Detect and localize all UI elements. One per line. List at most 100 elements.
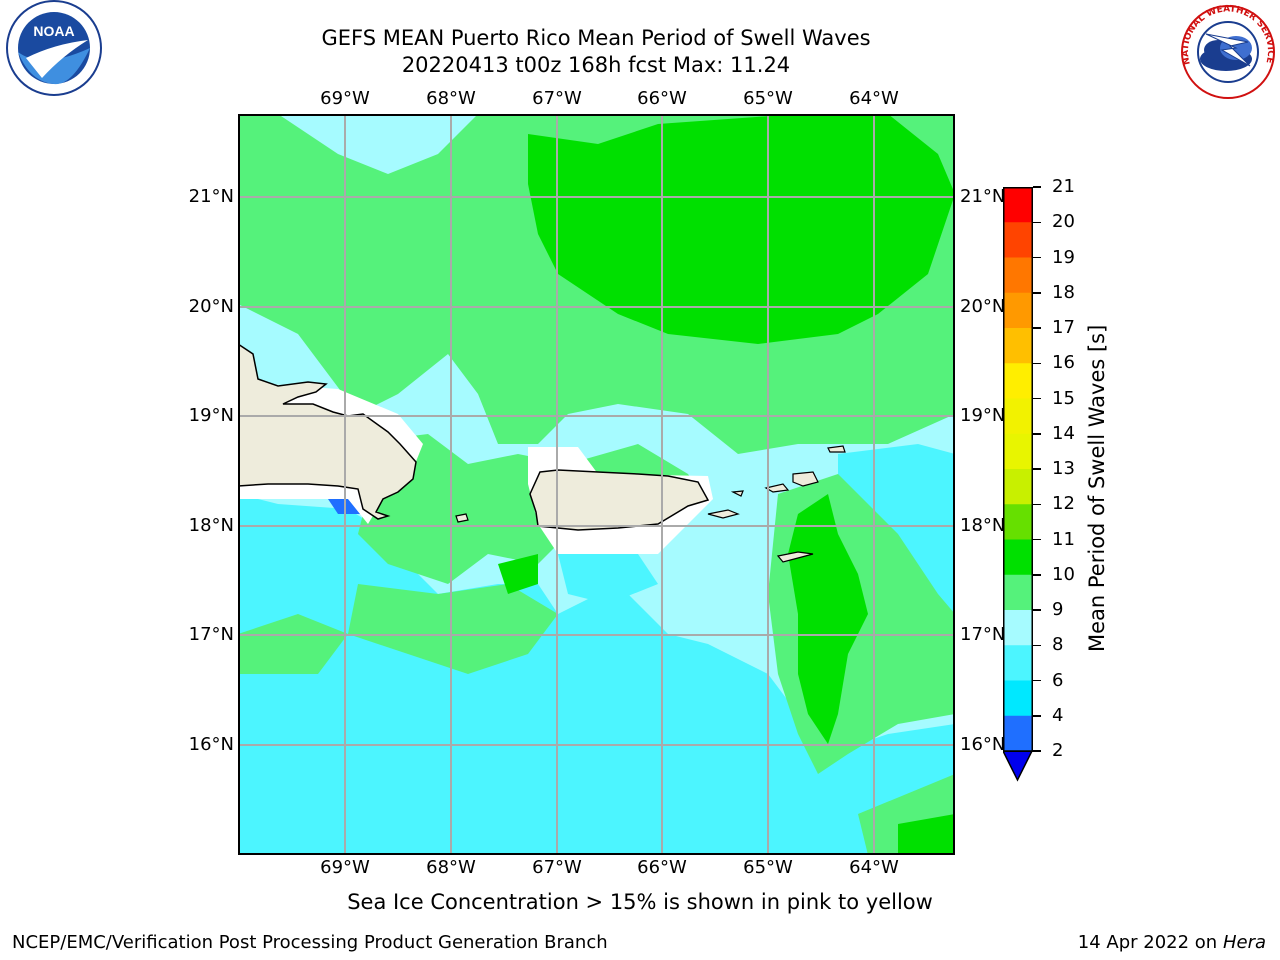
colorbar-tick-mark [1033, 327, 1041, 329]
lon-top-69w: 69°W [320, 88, 370, 109]
colorbar-tick-mark [1033, 292, 1041, 294]
footer-date: 14 Apr 2022 on Hera [1078, 932, 1266, 953]
field-9-10-southwest [238, 614, 348, 674]
land-hispaniola [238, 343, 417, 520]
colorbar-segment-17-18 [1003, 292, 1033, 329]
colorbar-tick-mark [1033, 256, 1041, 259]
colorbar-segment-19-20 [1003, 222, 1033, 259]
colorbar-under-triangle [1001, 750, 1034, 782]
colorbar-segment-9-10 [1003, 574, 1033, 611]
colorbar-tick-mark [1033, 750, 1041, 752]
footer-date-text: 14 Apr 2022 on [1077, 932, 1223, 953]
colorbar-tick-mark [1033, 538, 1041, 541]
land-puertorico [529, 469, 710, 531]
colorbar-tick-mark [1033, 679, 1041, 682]
colorbar-segment-11-12 [1003, 504, 1033, 541]
lon-top-66w: 66°W [637, 88, 687, 109]
colorbar-tick-mark [1033, 186, 1041, 188]
field-9-10-southmid [348, 584, 558, 674]
colorbar-frame [1003, 187, 1033, 752]
field-6-8-prsouth [558, 554, 658, 604]
colorbar-segment-2-4 [1003, 715, 1033, 752]
colorbar-tick-label: 17 [1052, 317, 1075, 338]
colorbar-segment-18-19 [1003, 257, 1033, 294]
lat-right-21n: 21°N [960, 186, 1006, 207]
colorbar-segment-8-9 [1003, 610, 1033, 646]
lat-right-19n: 19°N [960, 405, 1006, 426]
noaa-logo: NOAA [2, 0, 106, 100]
colorbar-label: Mean Period of Swell Waves [s] [1085, 324, 1109, 652]
lat-left-20n: 20°N [188, 296, 234, 317]
colorbar-segment-15-16 [1003, 363, 1033, 400]
lat-right-16n: 16°N [960, 734, 1006, 755]
colorbar-tick-label: 16 [1052, 352, 1075, 374]
nws-logo: NATIONAL WEATHER SERVICE [1178, 4, 1278, 100]
colorbar-tick-label: 4 [1052, 704, 1064, 726]
colorbar-segment-16-17 [1003, 328, 1033, 364]
colorbar-tick-label: 12 [1052, 493, 1075, 515]
sea-ice-note: Sea Ice Concentration > 15% is shown in … [347, 890, 933, 914]
chart-subtitle: 20220413 t00z 168h fcst Max: 11.24 [401, 53, 791, 77]
colorbar-segment-12-13 [1003, 469, 1033, 505]
lat-left-19n: 19°N [188, 405, 234, 426]
lon-top-65w: 65°W [743, 88, 793, 109]
colorbar-tick-mark [1033, 221, 1041, 223]
field-9-10-middle [348, 434, 708, 584]
colorbar-tick-mark [1033, 503, 1041, 505]
colorbar-tick-label: 14 [1052, 422, 1075, 444]
colorbar-tick-mark [1033, 609, 1041, 611]
colorbar-tick-mark [1033, 468, 1041, 470]
land-mona [455, 513, 469, 523]
colorbar-tick-label: 6 [1052, 669, 1064, 691]
colorbar-tick-mark [1033, 362, 1041, 364]
lon-bottom-68w: 68°W [426, 857, 476, 878]
lat-left-16n: 16°N [188, 734, 234, 755]
lon-bottom-69w: 69°W [320, 857, 370, 878]
colorbar-tick-label: 13 [1052, 458, 1075, 479]
lon-bottom-65w: 65°W [743, 857, 793, 878]
gridlines [238, 114, 955, 855]
colorbar-segment-6-8 [1003, 645, 1033, 682]
lon-top-64w: 64°W [849, 88, 899, 109]
footer-host: Hera [1222, 932, 1266, 953]
colorbar-tick-label: 8 [1052, 634, 1064, 656]
colorbar-tick-label: 15 [1052, 387, 1075, 409]
lon-bottom-66w: 66°W [637, 857, 687, 878]
colorbar [1001, 187, 1034, 783]
map-panel [238, 114, 955, 855]
colorbar-tick-label: 9 [1052, 599, 1064, 620]
lat-right-17n: 17°N [960, 624, 1006, 645]
field-10-11-se [898, 814, 955, 855]
lon-top-68w: 68°W [426, 88, 476, 109]
field-10-11-north [528, 114, 955, 344]
field-10-11-east [788, 494, 868, 744]
lat-right-18n: 18°N [960, 515, 1006, 536]
lat-left-17n: 17°N [188, 624, 234, 645]
colorbar-tick-label: 21 [1052, 176, 1075, 197]
chart-title: GEFS MEAN Puerto Rico Mean Period of Swe… [321, 26, 871, 50]
lat-left-18n: 18°N [188, 515, 234, 536]
lat-left-21n: 21°N [188, 186, 234, 207]
lon-bottom-67w: 67°W [532, 857, 582, 878]
colorbar-segment-20-21 [1003, 187, 1033, 223]
land-virgin-islands [707, 445, 846, 563]
field-10-11-mid [498, 554, 538, 594]
lon-bottom-64w: 64°W [849, 857, 899, 878]
field-6-8-southwest [238, 494, 388, 584]
colorbar-segment-10-11 [1003, 539, 1033, 576]
noaa-text: NOAA [33, 23, 74, 39]
colorbar-tick-mark [1033, 574, 1041, 576]
footer-credit: NCEP/EMC/Verification Post Processing Pr… [12, 932, 608, 953]
colorbar-segment-14-15 [1003, 398, 1033, 435]
colorbar-tick-label: 10 [1052, 563, 1075, 585]
colorbar-tick-label: 18 [1052, 281, 1075, 303]
colorbar-segment-4-6 [1003, 680, 1033, 717]
lon-top-67w: 67°W [532, 88, 582, 109]
colorbar-tick-label: 20 [1052, 211, 1075, 233]
colorbar-tick-label: 19 [1052, 246, 1075, 268]
colorbar-tick-mark [1033, 715, 1041, 717]
lat-right-20n: 20°N [960, 296, 1006, 317]
colorbar-segment-13-14 [1003, 433, 1033, 470]
colorbar-tick-mark [1033, 433, 1041, 435]
colorbar-tick-label: 11 [1052, 528, 1075, 550]
